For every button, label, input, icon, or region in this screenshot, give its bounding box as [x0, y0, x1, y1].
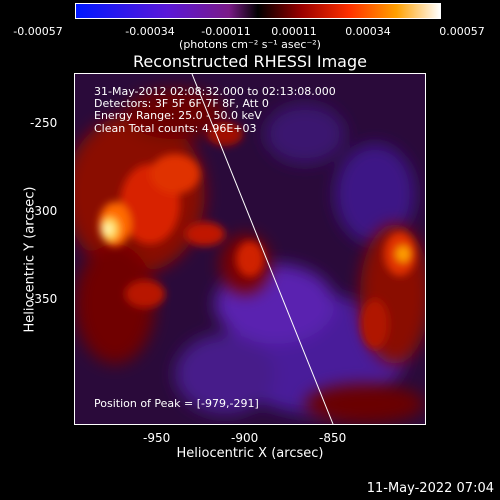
x-tick: -950	[143, 431, 170, 445]
y-axis-label: Heliocentric Y (arcsec)	[23, 160, 38, 360]
plot-title: Reconstructed RHESSI Image	[0, 52, 500, 71]
footer-timestamp: 11-May-2022 07:04	[367, 481, 494, 496]
colorbar-tick: 0.00057	[439, 25, 485, 38]
y-tick: -250	[30, 116, 57, 130]
x-tick: -850	[319, 431, 346, 445]
colorbar	[75, 3, 441, 19]
colorbar-tick: -0.00057	[13, 25, 62, 38]
colorbar-unit-label: (photons cm⁻² s⁻¹ asec⁻²)	[0, 38, 500, 51]
peak-position: Position of Peak = [-979,-291]	[94, 397, 259, 410]
colorbar-tick: -0.00034	[125, 25, 174, 38]
colorbar-tick: 0.00011	[271, 25, 317, 38]
info-energy-range: Energy Range: 25.0 - 50.0 keV	[94, 110, 336, 122]
colorbar-tick: -0.00011	[201, 25, 250, 38]
info-clean-counts: Clean Total counts: 4.96E+03	[94, 123, 336, 135]
x-axis-label: Heliocentric X (arcsec)	[0, 446, 500, 461]
observation-info: 31-May-2012 02:08:32.000 to 02:13:08.000…	[94, 86, 336, 135]
colorbar-tick: 0.00034	[345, 25, 391, 38]
x-tick: -900	[231, 431, 258, 445]
